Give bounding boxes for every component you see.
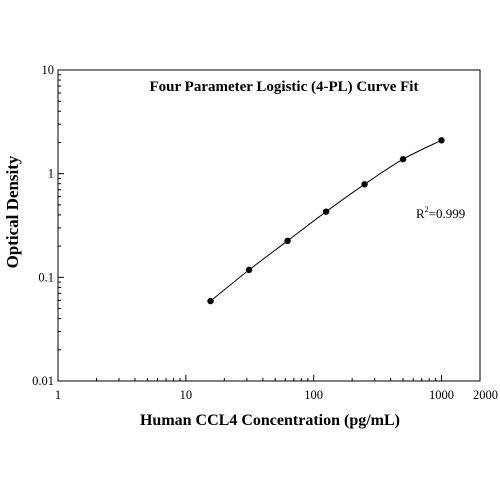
- r-squared-sup: 2: [425, 205, 429, 214]
- y-tick-label: 10: [42, 63, 55, 77]
- x-tick-label: 2000: [473, 388, 498, 402]
- x-tick-label: 1000: [429, 388, 454, 402]
- chart-title: Four Parameter Logistic (4-PL) Curve Fit: [150, 79, 419, 95]
- data-point: [322, 208, 330, 215]
- data-point: [207, 297, 214, 305]
- y-axis-label: Optical Density: [3, 155, 22, 268]
- x-tick-label: 100: [304, 388, 323, 402]
- data-point: [284, 237, 291, 245]
- r-squared-base: R: [416, 206, 425, 221]
- fit-curve: [210, 139, 442, 302]
- fit-curve-layer: [210, 139, 442, 302]
- r-squared-annotation: R2=0.999: [416, 205, 465, 221]
- data-point: [245, 266, 253, 274]
- data-point: [399, 155, 407, 163]
- x-tick-label: 10: [180, 388, 193, 402]
- r-squared-value: =0.999: [429, 206, 466, 221]
- data-point: [361, 181, 368, 188]
- axes: 0.01 0.1 1 10 1 10 100 1000 2000: [32, 63, 498, 402]
- y-tick-label: 0.1: [38, 270, 54, 284]
- y-tick-label: 0.01: [32, 374, 54, 388]
- plot-frame: [57, 69, 481, 382]
- y-tick-label: 1: [48, 167, 54, 181]
- points-layer: [207, 137, 445, 305]
- x-axis-label: Human CCL4 Concentration (pg/mL): [140, 412, 400, 429]
- data-point: [438, 137, 445, 144]
- x-tick-label: 1: [55, 388, 61, 402]
